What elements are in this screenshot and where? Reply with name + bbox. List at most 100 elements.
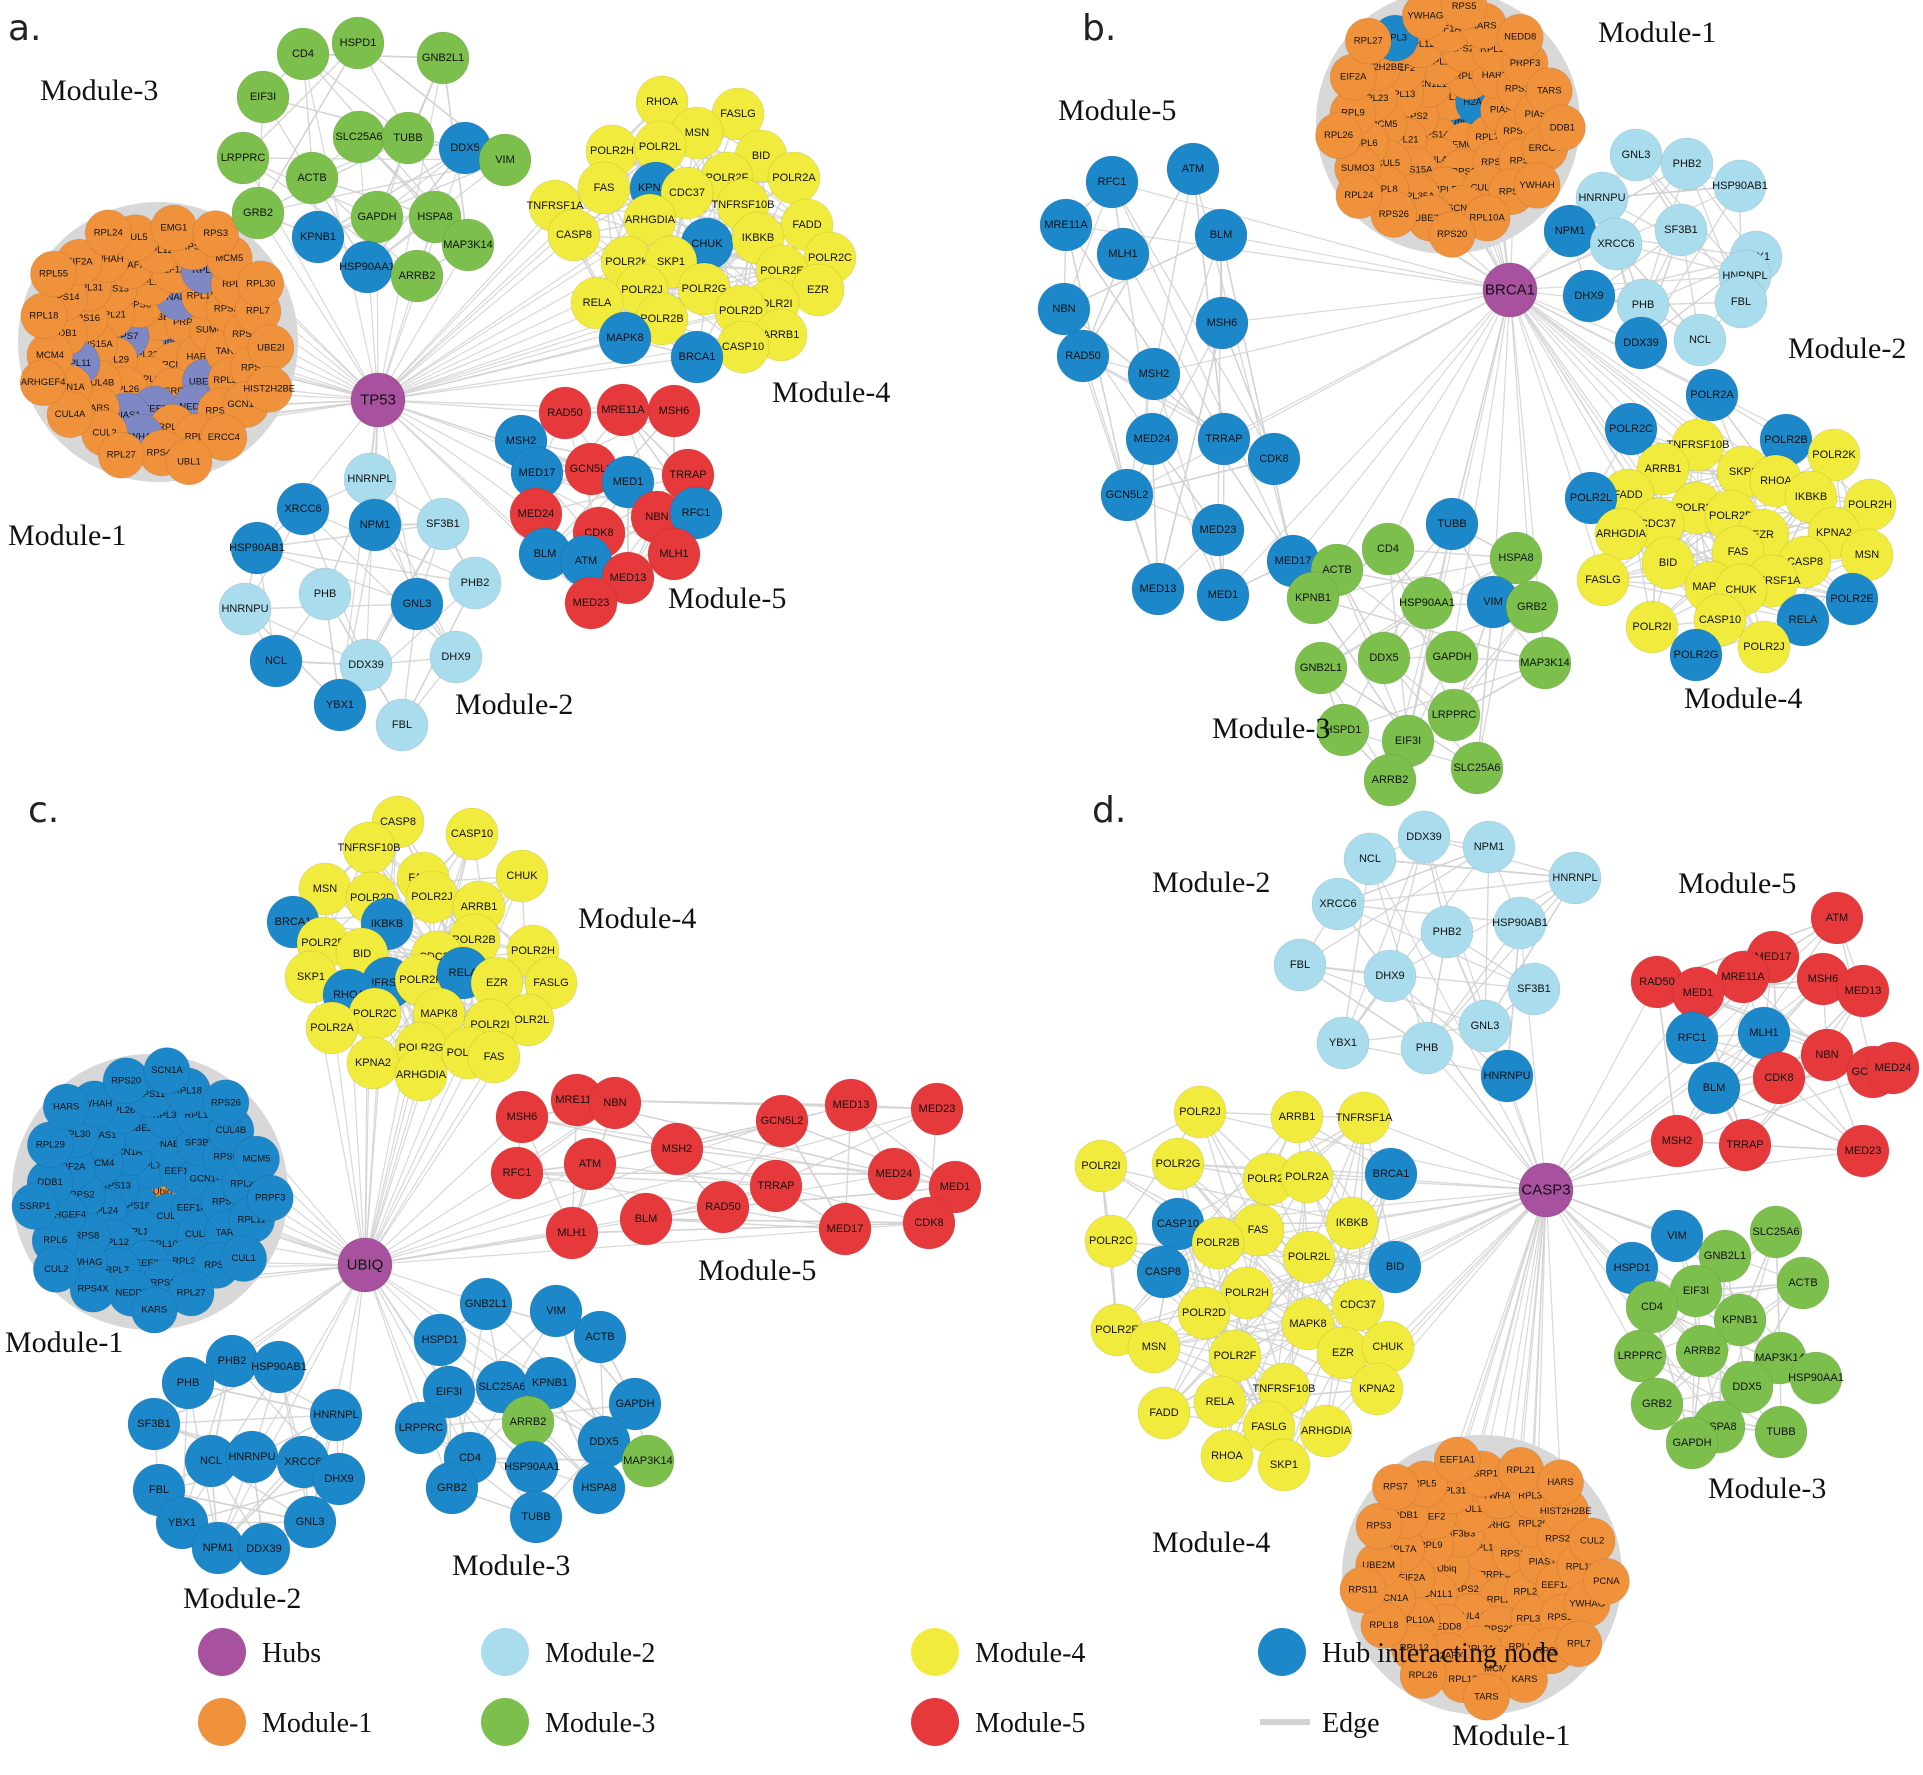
node-POLR2G[interactable]: POLR2G: [1151, 1137, 1205, 1191]
node-NBN[interactable]: NBN: [588, 1076, 642, 1130]
node-ARHGDIA[interactable]: ARHGDIA: [1594, 507, 1648, 561]
node-VIM[interactable]: VIM: [1466, 575, 1520, 629]
node-GRB2[interactable]: GRB2: [1505, 580, 1559, 634]
node-RELA[interactable]: RELA: [1193, 1375, 1247, 1429]
node-MED1[interactable]: MED1: [601, 455, 655, 509]
node-HSP90AA1[interactable]: HSP90AA1: [1399, 576, 1455, 630]
node-DHX9[interactable]: DHX9: [429, 630, 483, 684]
node-CASP10[interactable]: CASP10: [1151, 1197, 1205, 1251]
node-MAP3K14[interactable]: MAP3K14: [441, 218, 495, 272]
node-CDK8[interactable]: CDK8: [1247, 432, 1301, 486]
node-MSH6[interactable]: MSH6: [647, 384, 701, 438]
node-RFC1[interactable]: RFC1: [1085, 155, 1139, 209]
node-ATM[interactable]: ATM: [1810, 891, 1864, 945]
node-BID[interactable]: BID: [1641, 536, 1695, 590]
node-FBL[interactable]: FBL: [375, 698, 429, 752]
node-NCL[interactable]: NCL: [184, 1434, 238, 1488]
node-GRB2[interactable]: GRB2: [425, 1461, 479, 1515]
node-MED23[interactable]: MED23: [1836, 1124, 1890, 1178]
node-MAP3K14[interactable]: MAP3K14: [621, 1434, 675, 1488]
node-PHB2[interactable]: PHB2: [1660, 137, 1714, 191]
node-HSPD1[interactable]: HSPD1: [331, 16, 385, 70]
node-TUBB[interactable]: TUBB: [1425, 497, 1479, 551]
node-POLR2G[interactable]: POLR2G: [1669, 628, 1723, 682]
node-POLR2A[interactable]: POLR2A: [1685, 368, 1739, 422]
node-HARS[interactable]: HARS: [42, 1083, 90, 1131]
node-NBN[interactable]: NBN: [1800, 1028, 1854, 1082]
node-CHUK[interactable]: CHUK: [1361, 1320, 1415, 1374]
node-POLR2A[interactable]: POLR2A: [1280, 1150, 1334, 1204]
node-HSP90AA1[interactable]: HSP90AA1: [339, 240, 395, 294]
node-VIM[interactable]: VIM: [529, 1284, 583, 1338]
node-MED13[interactable]: MED13: [601, 551, 655, 605]
node-DHX9[interactable]: DHX9: [1562, 269, 1616, 323]
node-IKBKB[interactable]: IKBKB: [1325, 1196, 1379, 1250]
node-NPM1[interactable]: NPM1: [348, 498, 402, 552]
node-MED13[interactable]: MED13: [1131, 562, 1185, 616]
node-POLR2B[interactable]: POLR2B: [1191, 1216, 1245, 1270]
node-CUL1[interactable]: CUL1: [220, 1235, 268, 1282]
node-GCN5L2[interactable]: GCN5L2: [1100, 468, 1154, 522]
node-SF3B1[interactable]: SF3B1: [1654, 203, 1708, 257]
node-ATM[interactable]: ATM: [563, 1137, 617, 1191]
node-MSH2[interactable]: MSH2: [1127, 347, 1181, 401]
node-KPNB1[interactable]: KPNB1: [523, 1356, 577, 1410]
node-EEF1A1[interactable]: EEF1A1: [1433, 1436, 1481, 1484]
node-POLR2I[interactable]: POLR2I: [1625, 600, 1679, 654]
node-HNRNPL[interactable]: HNRNPL: [343, 452, 397, 506]
node-YWHAH[interactable]: YWHAH: [1513, 161, 1561, 209]
node-RPL27[interactable]: RPL27: [97, 431, 145, 479]
node-MSN[interactable]: MSN: [1840, 528, 1894, 582]
node-BLM[interactable]: BLM: [619, 1192, 673, 1246]
node-ACTB[interactable]: ACTB: [285, 151, 339, 205]
node-SLC25A6[interactable]: SLC25A6: [332, 110, 386, 164]
hub-UBIQ[interactable]: UBIQ: [337, 1237, 393, 1293]
node-XRCC6[interactable]: XRCC6: [1311, 877, 1365, 931]
node-LRPPRC[interactable]: LRPPRC: [394, 1401, 448, 1455]
node-EIF3I[interactable]: EIF3I: [422, 1365, 476, 1419]
node-RPL26[interactable]: RPL26: [1399, 1652, 1447, 1699]
node-ARRB2[interactable]: ARRB2: [1363, 753, 1417, 807]
node-CD4[interactable]: CD4: [1625, 1280, 1679, 1334]
node-FAS[interactable]: FAS: [1711, 525, 1765, 579]
node-XRCC6[interactable]: XRCC6: [276, 482, 330, 536]
node-KPNA2[interactable]: KPNA2: [346, 1036, 400, 1090]
node-RPL10A[interactable]: RPL10A: [1463, 194, 1511, 242]
node-MED1[interactable]: MED1: [1671, 966, 1725, 1020]
node-UBL1[interactable]: UBL1: [165, 438, 213, 486]
node-GAPDH[interactable]: GAPDH: [350, 190, 404, 244]
node-MED23[interactable]: MED23: [564, 576, 618, 630]
node-GNL3[interactable]: GNL3: [1609, 128, 1663, 182]
node-ARRB2[interactable]: ARRB2: [501, 1395, 555, 1449]
node-YBX1[interactable]: YBX1: [1316, 1016, 1370, 1070]
node-MLH1[interactable]: MLH1: [1096, 227, 1150, 281]
node-MSH6[interactable]: MSH6: [1195, 296, 1249, 350]
node-TRRAP[interactable]: TRRAP: [1197, 412, 1251, 466]
node-MED17[interactable]: MED17: [510, 446, 564, 500]
node-CUL2[interactable]: CUL2: [32, 1245, 80, 1293]
node-MAPK8[interactable]: MAPK8: [1281, 1297, 1335, 1351]
node-HNRNPL[interactable]: HNRNPL: [309, 1388, 363, 1442]
node-POLR2C[interactable]: POLR2C: [1084, 1214, 1138, 1268]
node-ARHGDIA[interactable]: ARHGDIA: [1299, 1404, 1353, 1458]
node-MED23[interactable]: MED23: [1191, 503, 1245, 557]
node-POLR2K[interactable]: POLR2K: [1807, 428, 1861, 482]
node-GNL3[interactable]: GNL3: [390, 577, 444, 631]
node-POLR2K[interactable]: POLR2K: [1242, 1152, 1296, 1206]
node-GAPDH[interactable]: GAPDH: [608, 1377, 662, 1431]
node-RPL7[interactable]: RPL7: [1555, 1620, 1603, 1668]
node-RPL18[interactable]: RPL18: [1360, 1601, 1408, 1649]
node-GCN5L2[interactable]: GCN5L2: [755, 1094, 809, 1148]
node-DDX5[interactable]: DDX5: [438, 121, 492, 175]
node-SLC25A6[interactable]: SLC25A6: [1749, 1205, 1803, 1259]
node-MRE11A[interactable]: MRE11A: [1716, 950, 1770, 1004]
node-NPM1[interactable]: NPM1: [191, 1521, 245, 1575]
node-KPNA2[interactable]: KPNA2: [1350, 1362, 1404, 1416]
node-SSRP1[interactable]: SSRP1: [11, 1182, 59, 1230]
hub-BRCA1[interactable]: BRCA1: [1482, 262, 1538, 318]
node-ARHGDIA[interactable]: ARHGDIA: [623, 193, 677, 247]
node-FBL[interactable]: FBL: [1714, 275, 1768, 329]
node-DDX5[interactable]: DDX5: [1357, 631, 1411, 685]
node-GRB2[interactable]: GRB2: [231, 186, 285, 240]
node-RPS5[interactable]: RPS5: [1440, 0, 1488, 30]
